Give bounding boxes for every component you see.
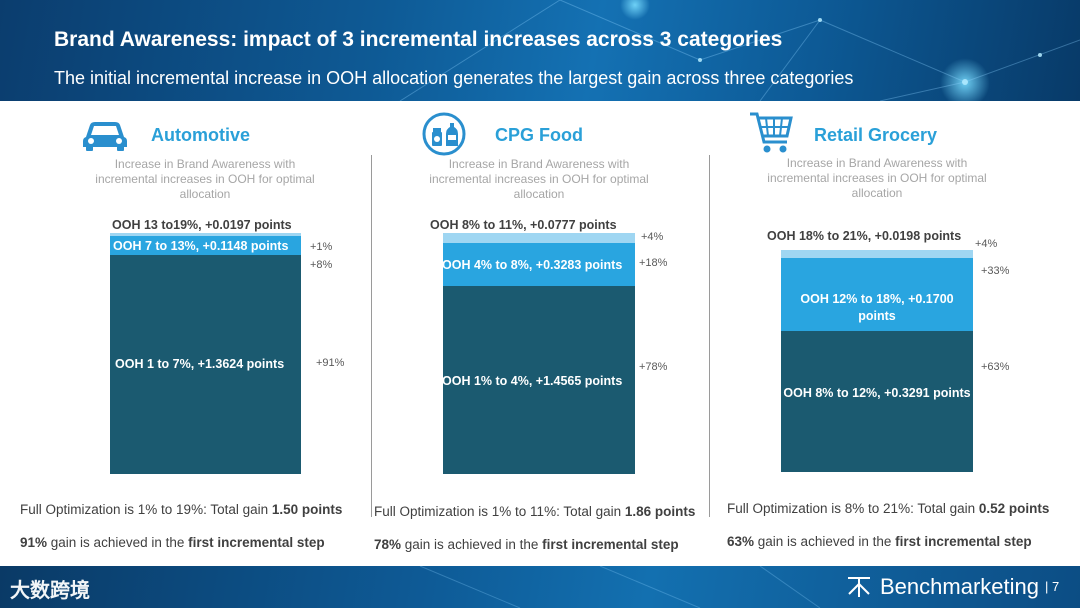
- network-decoration: [419, 566, 821, 608]
- bar-segment-step2: [443, 243, 635, 286]
- segment-label-step3: OOH 13 to19%, +0.0197 points: [112, 218, 292, 232]
- summary-first-step-cpg-food: 78% gain is achieved in the first increm…: [374, 537, 679, 552]
- category-title-retail-grocery: Retail Grocery: [814, 125, 938, 145]
- bar-segment-step1: [781, 331, 973, 472]
- category-title-automotive: Automotive: [151, 125, 250, 145]
- glow-decoration: [620, 0, 650, 20]
- shopping-cart-icon: [750, 112, 793, 153]
- summary-first-step-automotive: 91% gain is achieved in the first increm…: [20, 535, 325, 550]
- summary-total-retail-grocery: Full Optimization is 8% to 21%: Total ga…: [727, 501, 1050, 516]
- segment-label-step1: OOH 8% to 12%, +0.3291 points: [783, 386, 971, 400]
- segment-label-step1: OOH 1 to 7%, +1.3624 points: [115, 357, 285, 371]
- segment-percent-step3: +4%: [975, 238, 998, 250]
- segment-percent-step1: +63%: [981, 361, 1010, 373]
- segment-percent-step2: +8%: [310, 259, 333, 271]
- page-subtitle: The initial incremental increase in OOH …: [54, 68, 854, 88]
- bar-segment-step1: [110, 254, 301, 474]
- watermark-text: 大数跨境: [10, 580, 90, 602]
- benchmarketing-logo-icon: [848, 577, 870, 597]
- segment-percent-step3: +4%: [641, 231, 664, 243]
- category-description: Increase in Brand Awareness with increme…: [767, 156, 987, 200]
- summary-total-cpg-food: Full Optimization is 1% to 11%: Total ga…: [374, 504, 696, 519]
- segment-label-step1: OOH 1% to 4%, +1.4565 points: [442, 374, 623, 388]
- brand-name: Benchmarketing: [880, 574, 1039, 599]
- segment-percent-step3: +1%: [310, 241, 333, 253]
- bar-segment-step3: [110, 233, 301, 237]
- header-banner: Brand Awareness: impact of 3 incremental…: [0, 0, 1080, 101]
- segment-label-step3: OOH 8% to 11%, +0.0777 points: [430, 218, 617, 232]
- segment-percent-step2: +33%: [981, 265, 1010, 277]
- car-icon: [83, 122, 127, 151]
- page-number: | 7: [1045, 579, 1060, 594]
- food-icon: [422, 112, 466, 156]
- panel-divider: [709, 155, 710, 517]
- bar-segment-step2: [110, 236, 301, 255]
- bar-segment-step3: [443, 233, 635, 244]
- segment-label-step3: OOH 18% to 21%, +0.0198 points: [767, 229, 962, 243]
- segment-percent-step2: +18%: [639, 257, 668, 269]
- category-description: Increase in Brand Awareness with increme…: [429, 157, 649, 201]
- network-decoration: [399, 0, 1080, 101]
- panel-divider: [371, 155, 372, 517]
- segment-label-step2: OOH 4% to 8%, +0.3283 points: [442, 258, 623, 272]
- bar-segment-step2: [781, 258, 973, 332]
- segment-percent-step1: +78%: [639, 361, 668, 373]
- summary-total-automotive: Full Optimization is 1% to 19%: Total ga…: [20, 502, 343, 517]
- category-title-cpg-food: CPG Food: [495, 125, 583, 145]
- segment-percent-step1: +91%: [316, 357, 345, 369]
- bar-segment-step1: [443, 285, 635, 474]
- segment-label-step2: OOH 7 to 13%, +0.1148 points: [113, 239, 289, 253]
- segment-label-step2: OOH 12% to 18%, +0.1700 points: [800, 292, 954, 323]
- page-title: Brand Awareness: impact of 3 incremental…: [54, 28, 783, 51]
- summary-first-step-retail-grocery: 63% gain is achieved in the first increm…: [727, 534, 1032, 549]
- footer-banner: 大数跨境 Benchmarketing | 7: [0, 566, 1080, 608]
- bar-segment-step3: [781, 250, 973, 259]
- category-description: Increase in Brand Awareness with increme…: [95, 157, 315, 201]
